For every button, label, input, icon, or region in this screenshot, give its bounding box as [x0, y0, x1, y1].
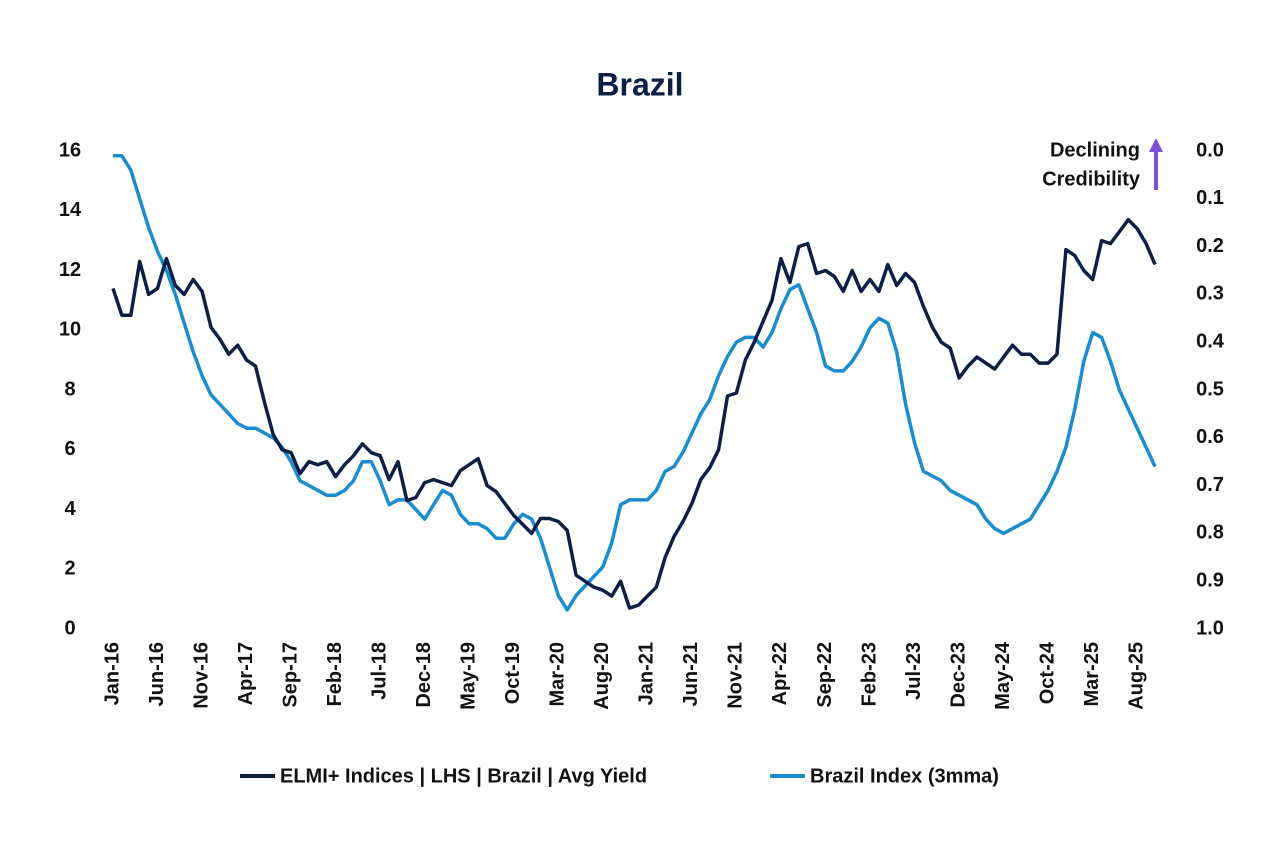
x-tick-label: Nov-16 [190, 642, 212, 709]
x-tick-label: Jul-23 [903, 642, 925, 700]
series-line [111, 217, 1157, 610]
x-tick-label: Feb-18 [324, 642, 346, 706]
chart-title: Brazil [596, 66, 683, 102]
x-tick-label: Jun-21 [680, 642, 702, 706]
x-tick-label: Mar-20 [547, 642, 569, 706]
y-tick-label: 8 [64, 378, 75, 400]
y-tick-label: 6 [64, 438, 75, 460]
x-tick-label: Sep-22 [814, 642, 836, 708]
x-tick-label: Jul-18 [368, 642, 390, 700]
series-line [113, 154, 1157, 612]
y2-tick-label: 0.8 [1196, 522, 1224, 544]
y2-tick-label: 0.1 [1196, 187, 1224, 209]
y-tick-label: 12 [59, 259, 81, 281]
x-tick-label: Dec-18 [413, 642, 435, 708]
annotation-arrowhead [1149, 138, 1163, 152]
x-tick-label: Sep-17 [279, 642, 301, 708]
y2-tick-label: 0.4 [1196, 330, 1225, 352]
x-tick-label: Feb-23 [858, 642, 880, 706]
y-tick-label: 10 [59, 319, 81, 341]
y-tick-label: 0 [64, 617, 75, 639]
y2-tick-label: 0.2 [1196, 235, 1224, 257]
y-tick-label: 16 [59, 139, 81, 161]
x-tick-label: Jan-21 [636, 642, 658, 705]
y2-tick-label: 0.0 [1196, 139, 1224, 161]
x-tick-label: Aug-25 [1125, 642, 1147, 710]
annotation: Declining [1050, 139, 1140, 161]
x-tick-label: Mar-25 [1081, 642, 1103, 706]
x-tick-label: Dec-23 [947, 642, 969, 708]
y2-tick-label: 0.7 [1196, 474, 1224, 496]
y2-tick-label: 0.6 [1196, 426, 1224, 448]
x-tick-label: Aug-20 [591, 642, 613, 710]
y2-tick-label: 0.9 [1196, 569, 1224, 591]
y-tick-label: 2 [64, 558, 75, 580]
x-tick-label: May-24 [992, 641, 1014, 710]
x-tick-label: Nov-21 [725, 642, 747, 709]
y2-tick-label: 1.0 [1196, 617, 1224, 639]
x-tick-label: Apr-22 [769, 642, 791, 705]
x-tick-label: Oct-19 [502, 642, 524, 704]
y2-tick-label: 0.5 [1196, 378, 1224, 400]
legend-label: ELMI+ Indices | LHS | Brazil | Avg Yield [280, 765, 647, 787]
y2-tick-label: 0.3 [1196, 283, 1224, 305]
x-tick-label: Jan-16 [101, 642, 123, 705]
y-tick-label: 4 [64, 498, 76, 520]
y-tick-label: 14 [59, 199, 82, 221]
x-tick-label: May-19 [458, 642, 480, 710]
legend-label: Brazil Index (3mma) [810, 765, 999, 787]
x-tick-label: Apr-17 [235, 642, 257, 705]
x-tick-label: Jun-16 [146, 642, 168, 706]
annotation: Credibility [1042, 168, 1141, 190]
x-tick-label: Oct-24 [1036, 641, 1058, 704]
